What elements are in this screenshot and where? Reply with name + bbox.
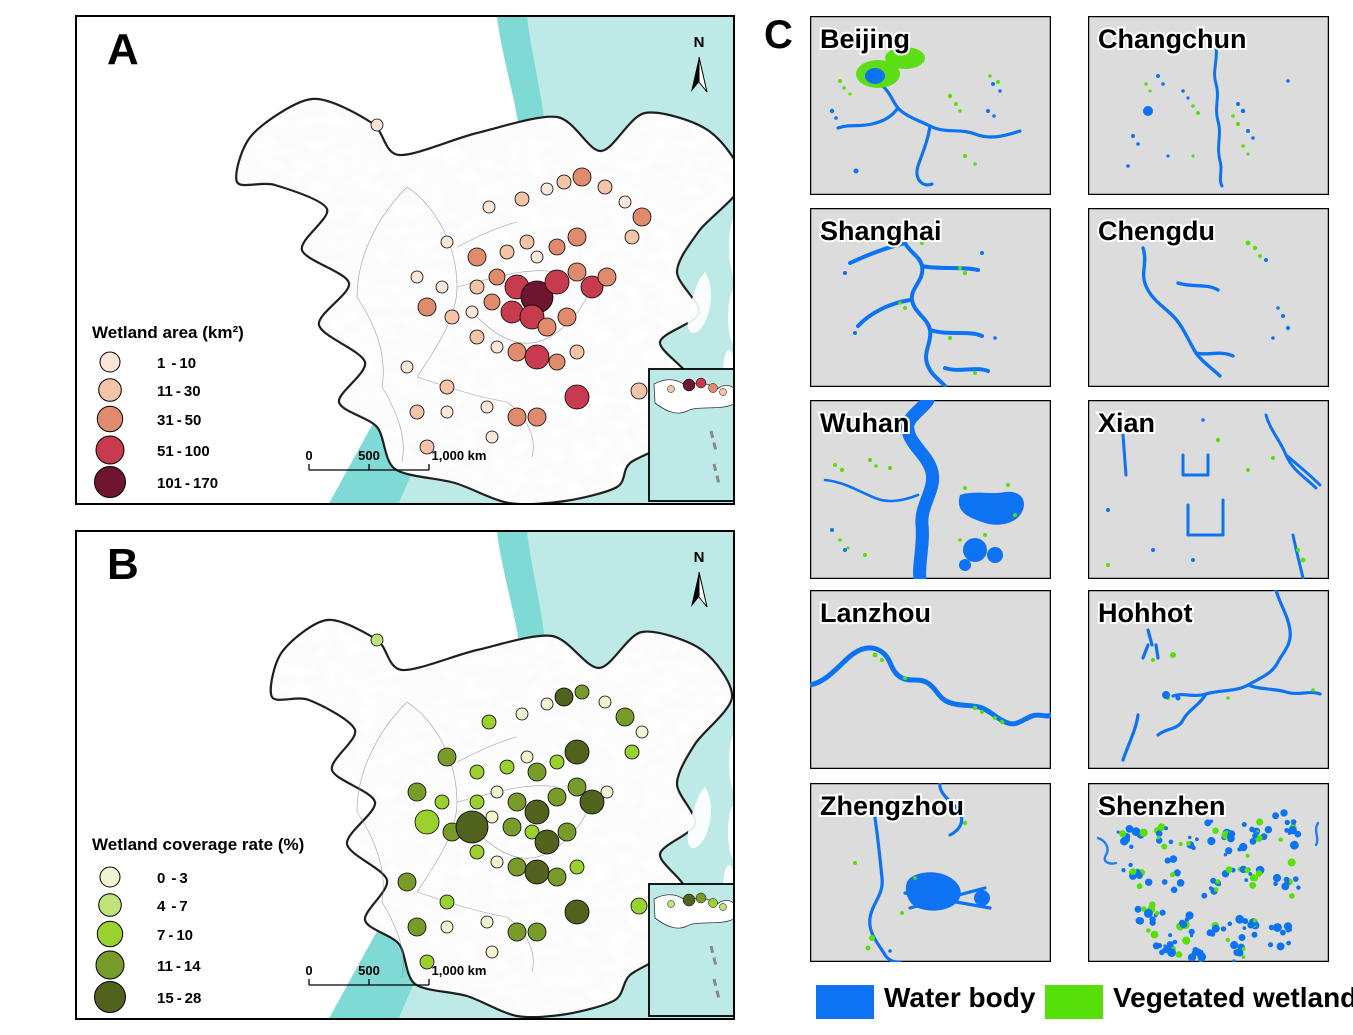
svg-text:Wuhan: Wuhan: [820, 408, 910, 438]
svg-text:31 - 50: 31 - 50: [157, 412, 201, 429]
svg-text:1 - 10: 1 - 10: [157, 355, 196, 372]
svg-text:0 - 3: 0 - 3: [157, 870, 188, 887]
svg-text:Wetland area (km²): Wetland area (km²): [92, 323, 244, 342]
svg-text:Changchun: Changchun: [1098, 24, 1247, 54]
svg-text:Lanzhou: Lanzhou: [820, 598, 931, 628]
svg-text:500: 500: [358, 448, 380, 463]
svg-text:0: 0: [305, 448, 312, 463]
svg-text:Shanghai: Shanghai: [820, 216, 942, 246]
svg-text:7 - 10: 7 - 10: [157, 927, 193, 944]
svg-text:Wetland coverage rate (%): Wetland coverage rate (%): [92, 835, 304, 854]
svg-text:N: N: [694, 34, 705, 51]
svg-text:11 - 30: 11 - 30: [157, 383, 201, 400]
svg-text:Chengdu: Chengdu: [1098, 216, 1215, 246]
svg-text:Beijing: Beijing: [820, 24, 910, 54]
svg-text:Xian: Xian: [1098, 408, 1155, 438]
svg-text:1,000 km: 1,000 km: [432, 448, 487, 463]
svg-text:Shenzhen: Shenzhen: [1098, 791, 1226, 821]
svg-text:N: N: [694, 549, 705, 566]
svg-text:A: A: [107, 25, 139, 74]
svg-text:4 - 7: 4 - 7: [157, 898, 188, 915]
svg-text:15 - 28: 15 - 28: [157, 990, 201, 1007]
svg-text:51 - 100: 51 - 100: [157, 443, 210, 460]
svg-text:11 - 14: 11 - 14: [157, 958, 201, 975]
svg-text:0: 0: [305, 963, 312, 978]
svg-text:1,000 km: 1,000 km: [432, 963, 487, 978]
svg-text:B: B: [107, 540, 139, 589]
svg-text:500: 500: [358, 963, 380, 978]
svg-text:Hohhot: Hohhot: [1098, 598, 1192, 628]
svg-text:101 - 170: 101 - 170: [157, 475, 218, 492]
svg-text:Zhengzhou: Zhengzhou: [820, 791, 964, 821]
